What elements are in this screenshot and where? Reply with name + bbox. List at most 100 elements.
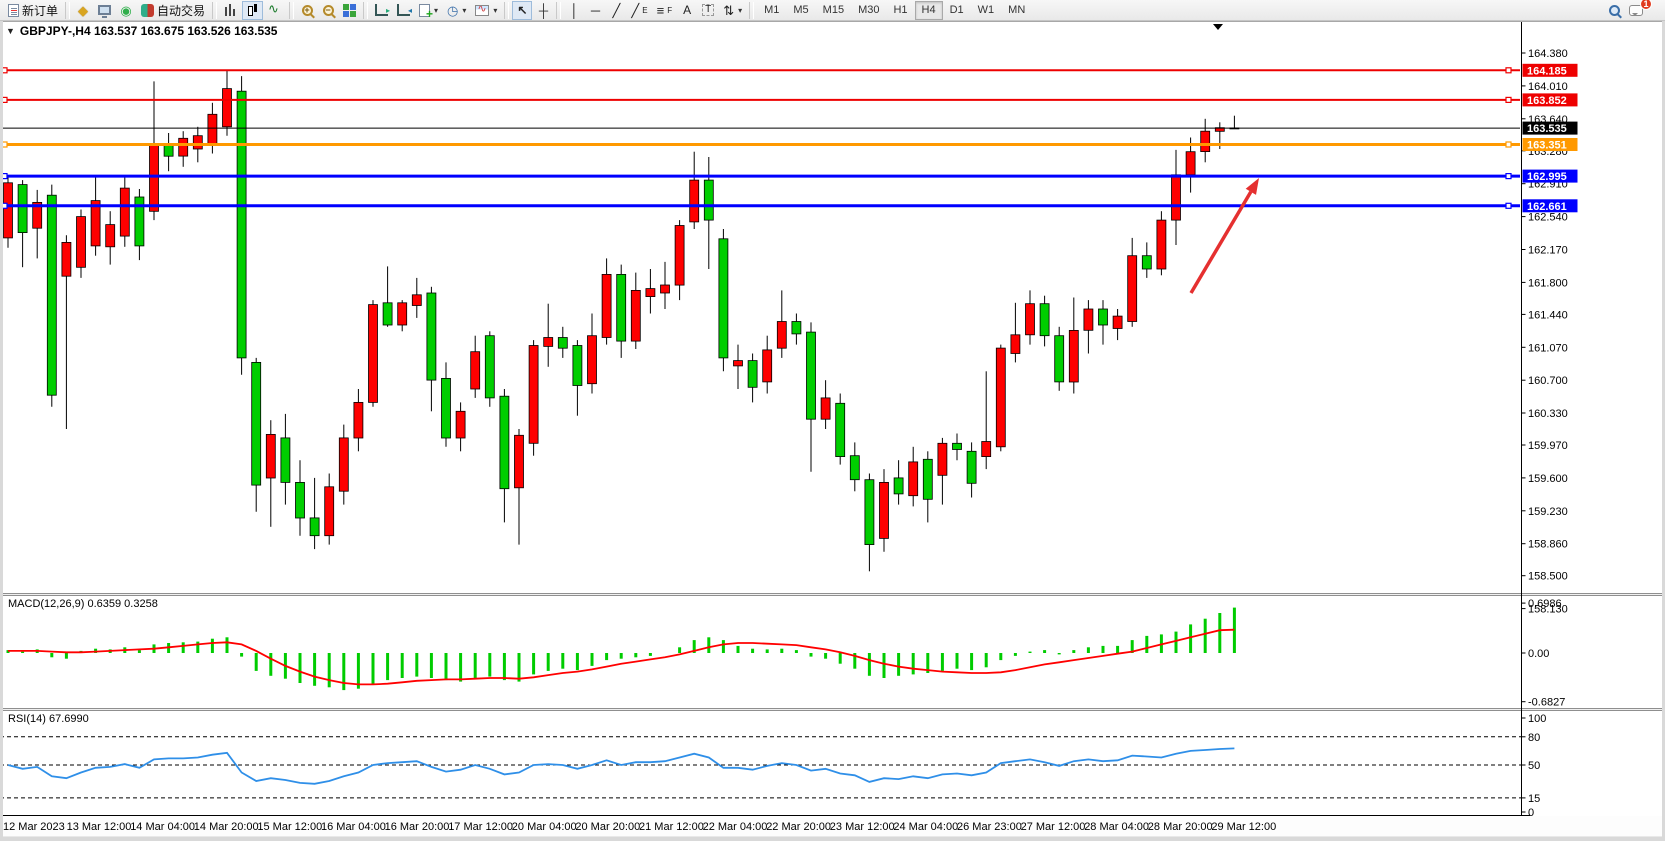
svg-text:162.661: 162.661 [1527, 201, 1567, 213]
svg-text:161.070: 161.070 [1528, 342, 1568, 354]
chart-title: GBPJPY-,H4 163.537 163.675 163.526 163.5… [19, 24, 278, 38]
price-axis[interactable]: 164.380164.010163.640163.280162.910162.5… [1521, 22, 1578, 819]
svg-text:15 Mar 12:00: 15 Mar 12:00 [257, 821, 322, 833]
text-tool-button[interactable]: A [677, 1, 697, 20]
svg-text:17 Mar 12:00: 17 Mar 12:00 [448, 821, 513, 833]
svg-text:80: 80 [1528, 732, 1540, 744]
svg-text:-0.6827: -0.6827 [1528, 697, 1565, 709]
svg-text:12 Mar 2023: 12 Mar 2023 [3, 821, 65, 833]
candlestick-chart-icon [246, 3, 259, 17]
auto-trading-label: 自动交易 [157, 3, 206, 18]
auto-scroll-button[interactable] [371, 1, 392, 20]
fibonacci-tool-button[interactable]: ≡ F [653, 1, 676, 20]
svg-text:15: 15 [1528, 793, 1540, 805]
svg-text:26 Mar 23:00: 26 Mar 23:00 [957, 821, 1022, 833]
zoom-out-button[interactable]: − [318, 1, 338, 20]
svg-text:100: 100 [1528, 713, 1546, 725]
monitor-icon [98, 5, 112, 18]
toolbar-separator [363, 1, 369, 19]
svg-text:160.330: 160.330 [1528, 408, 1568, 420]
auto-trading-button[interactable]: 自动交易 [137, 1, 209, 20]
svg-text:159.230: 159.230 [1528, 506, 1568, 518]
add-indicator-button[interactable]: ▾ [415, 1, 442, 21]
text-tool-icon: A [683, 3, 692, 17]
zoom-in-button[interactable]: + [297, 1, 317, 20]
rsi-line [7, 747, 1235, 785]
tile-windows-button[interactable] [339, 1, 360, 20]
svg-text:158.130: 158.130 [1528, 604, 1568, 616]
chart-window: 164.380 164.010 163.640 163.280 162.910 162.5… [0, 21, 1665, 841]
signals-button[interactable]: ◉ [116, 1, 136, 20]
macd-indicator-label: MACD(12,26,9) 0.6359 0.3258 [8, 598, 158, 610]
clock-icon: ◷ [447, 2, 459, 18]
periods-button[interactable]: ◷ ▾ [443, 1, 470, 20]
toolbar-separator [289, 1, 295, 19]
horizontal-line-icon: ─ [590, 2, 601, 18]
rsi-indicator-label: RSI(14) 67.6990 [8, 713, 89, 725]
bar-chart-button[interactable] [220, 1, 241, 20]
notification-badge: 1 [1640, 0, 1652, 10]
candlestick-series [3, 70, 1240, 572]
channel-tool-button[interactable]: ╱ E [627, 1, 651, 20]
svg-text:50: 50 [1528, 760, 1540, 772]
rsi-pane [0, 736, 1522, 799]
gold-diamond-icon: ◆ [78, 2, 89, 18]
timeframe-button-M5[interactable]: M5 [793, 4, 809, 16]
svg-text:0.6986: 0.6986 [1528, 598, 1562, 610]
svg-text:0: 0 [1528, 807, 1534, 819]
cursor-icon: ↖ [517, 3, 528, 17]
chart-title-row: ▼ GBPJPY-,H4 163.537 163.675 163.526 163… [6, 24, 277, 38]
dropdown-arrow-icon: ▾ [434, 5, 439, 15]
svg-text:162.540: 162.540 [1528, 212, 1568, 224]
toolbar-separator [556, 1, 562, 19]
timeframe-button-M1[interactable]: M1 [764, 4, 780, 16]
chart-menu-dropdown-icon[interactable]: ▼ [6, 26, 15, 36]
svg-text:22 Mar 20:00: 22 Mar 20:00 [766, 821, 831, 833]
vertical-line-tool-button[interactable]: │ [564, 1, 584, 20]
search-icon [1608, 4, 1620, 16]
fibonacci-icon: ≡ [656, 2, 665, 18]
line-chart-button[interactable] [264, 1, 286, 20]
chart-shift-button[interactable] [393, 1, 414, 20]
zoom-out-icon: − [322, 4, 334, 16]
timeframe-button-W1[interactable]: W1 [977, 4, 995, 16]
cursor-tool-button[interactable]: ↖ [512, 0, 533, 20]
arrow-annotation[interactable] [1189, 178, 1259, 294]
timeframe-button-M15[interactable]: M15 [822, 4, 845, 16]
candlestick-chart-button[interactable] [242, 0, 264, 20]
timeframe-button-MN[interactable]: MN [1008, 4, 1026, 16]
notifications-button[interactable]: 1 [1625, 0, 1652, 20]
arrows-tool-button[interactable]: ⇅ ▾ [719, 1, 746, 20]
svg-text:159.970: 159.970 [1528, 440, 1568, 452]
chart-shift-marker[interactable] [1213, 24, 1223, 30]
horizontal-line-tool-button[interactable]: ─ [585, 1, 605, 20]
channel-icon: ╱ [631, 2, 640, 18]
svg-text:164.185: 164.185 [1527, 65, 1567, 77]
line-chart-icon [268, 4, 282, 16]
macd-pane [6, 607, 1236, 691]
chart-shift-icon [397, 4, 412, 16]
chart-canvas[interactable]: 164.380164.010163.640163.280162.910162.5… [0, 21, 1665, 841]
timeframe-button-M30[interactable]: M30 [858, 4, 880, 16]
crosshair-tool-button[interactable]: ┼ [533, 1, 553, 20]
text-label-tool-button[interactable]: T [698, 1, 718, 20]
trendline-tool-button[interactable]: ╱ [606, 1, 626, 20]
templates-button[interactable]: ▾ [471, 1, 501, 20]
toolbar-separator [65, 1, 71, 19]
auto-trading-icon [141, 3, 155, 17]
timeframe-button-H1[interactable]: H1 [893, 4, 908, 16]
new-order-button[interactable]: 新订单 [4, 1, 62, 20]
svg-text:22 Mar 04:00: 22 Mar 04:00 [703, 821, 768, 833]
bar-chart-icon [224, 4, 238, 16]
search-button[interactable] [1604, 1, 1624, 20]
level-lines[interactable] [0, 67, 1520, 209]
svg-text:16 Mar 04:00: 16 Mar 04:00 [321, 821, 386, 833]
vertical-line-icon: │ [570, 2, 579, 18]
text-label-icon: T [702, 4, 715, 16]
timeframe-button-H4[interactable]: H4 [914, 0, 943, 20]
terminal-button[interactable] [94, 1, 115, 20]
market-watch-button[interactable]: ◆ [73, 1, 93, 20]
timeframe-button-D1[interactable]: D1 [949, 4, 964, 16]
chat-bubble-icon [1629, 4, 1643, 16]
